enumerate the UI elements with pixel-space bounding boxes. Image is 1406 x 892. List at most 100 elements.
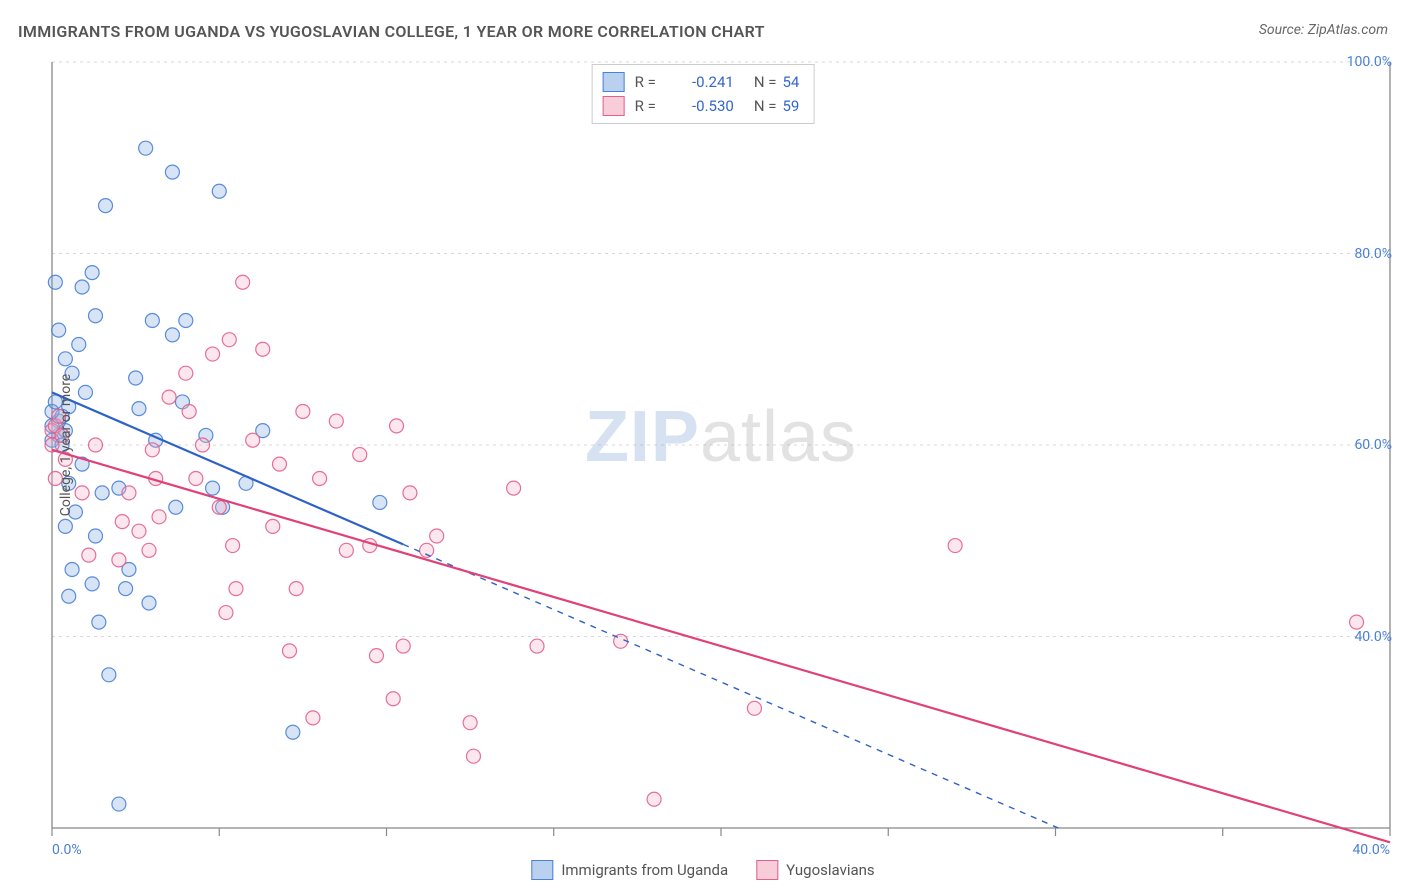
legend-swatch [603, 96, 625, 116]
scatter-point [132, 402, 146, 416]
chart-svg [52, 62, 1390, 828]
scatter-point [62, 589, 76, 603]
scatter-point [99, 199, 113, 213]
scatter-point [112, 553, 126, 567]
trend-line-solid [52, 450, 1390, 843]
scatter-point [219, 606, 233, 620]
scatter-point [179, 314, 193, 328]
stats-row: R = -0.241 N =54 [603, 70, 800, 94]
scatter-point [373, 495, 387, 509]
scatter-point [102, 668, 116, 682]
scatter-point [82, 548, 96, 562]
scatter-point [272, 457, 286, 471]
scatter-point [132, 524, 146, 538]
scatter-point [226, 539, 240, 553]
trend-line-solid [52, 392, 403, 544]
source-label: Source: ZipAtlas.com [1259, 22, 1388, 38]
scatter-point [142, 543, 156, 557]
scatter-point [78, 385, 92, 399]
scatter-point [72, 337, 86, 351]
scatter-point [222, 333, 236, 347]
series-group [45, 275, 1364, 806]
scatter-point [329, 414, 343, 428]
scatter-point [339, 543, 353, 557]
scatter-point [948, 539, 962, 553]
x-tick-label: 40.0% [1352, 842, 1390, 858]
scatter-point [386, 692, 400, 706]
scatter-point [747, 701, 761, 715]
legend-label: Yugoslavians [786, 861, 875, 879]
scatter-point [647, 792, 661, 806]
scatter-point [266, 519, 280, 533]
scatter-point [390, 419, 404, 433]
plot-area: College, 1 year or more ZIPatlas 40.0%60… [52, 62, 1390, 828]
scatter-point [145, 443, 159, 457]
scatter-point [88, 309, 102, 323]
scatter-point [246, 433, 260, 447]
scatter-point [139, 141, 153, 155]
scatter-point [112, 797, 126, 811]
scatter-point [75, 280, 89, 294]
scatter-point [115, 515, 129, 529]
stats-r-value: -0.241 [662, 70, 734, 94]
scatter-point [286, 725, 300, 739]
scatter-point [165, 165, 179, 179]
scatter-point [229, 582, 243, 596]
stats-n-label: N = [754, 70, 777, 94]
y-axis-label: College, 1 year or more [58, 374, 74, 516]
scatter-point [142, 596, 156, 610]
scatter-point [145, 314, 159, 328]
scatter-point [296, 404, 310, 418]
legend-entry: Immigrants from Uganda [531, 860, 728, 880]
legend-entry: Yugoslavians [756, 860, 875, 880]
scatter-point [430, 529, 444, 543]
stats-n-value: 54 [782, 70, 799, 94]
scatter-point [92, 615, 106, 629]
scatter-point [403, 486, 417, 500]
stats-box: R = -0.241 N =54R = -0.530 N =59 [592, 64, 815, 124]
y-tick-label: 80.0% [1354, 246, 1392, 262]
scatter-point [282, 644, 296, 658]
scatter-point [48, 275, 62, 289]
scatter-point [507, 481, 521, 495]
scatter-point [196, 438, 210, 452]
stats-r-value: -0.530 [662, 94, 734, 118]
scatter-point [88, 438, 102, 452]
scatter-point [52, 323, 66, 337]
scatter-point [313, 472, 327, 486]
scatter-point [530, 639, 544, 653]
scatter-point [369, 649, 383, 663]
stats-row: R =-0.530N =59 [603, 94, 800, 118]
scatter-point [306, 711, 320, 725]
series-group [45, 141, 387, 811]
scatter-point [119, 582, 133, 596]
legend-swatch [531, 860, 553, 880]
y-tick-label: 40.0% [1354, 629, 1392, 645]
scatter-point [162, 390, 176, 404]
scatter-point [169, 500, 183, 514]
legend-swatch [603, 72, 625, 92]
scatter-point [206, 481, 220, 495]
scatter-point [95, 486, 109, 500]
scatter-point [212, 184, 226, 198]
scatter-point [182, 404, 196, 418]
scatter-point [65, 562, 79, 576]
scatter-point [152, 510, 166, 524]
legend-label: Immigrants from Uganda [561, 861, 728, 879]
legend-swatch [756, 860, 778, 880]
scatter-point [256, 342, 270, 356]
scatter-point [353, 448, 367, 462]
stats-r-label: R = [635, 70, 656, 94]
scatter-point [85, 266, 99, 280]
scatter-point [1350, 615, 1364, 629]
scatter-point [289, 582, 303, 596]
chart-title: IMMIGRANTS FROM UGANDA VS YUGOSLAVIAN CO… [18, 22, 765, 41]
stats-n-value: 59 [782, 94, 799, 118]
stats-r-label: R = [635, 94, 656, 118]
scatter-point [466, 749, 480, 763]
trend-line-dashed [403, 544, 1058, 828]
scatter-point [75, 486, 89, 500]
scatter-point [236, 275, 250, 289]
y-tick-label: 100.0% [1347, 54, 1392, 70]
scatter-point [122, 486, 136, 500]
